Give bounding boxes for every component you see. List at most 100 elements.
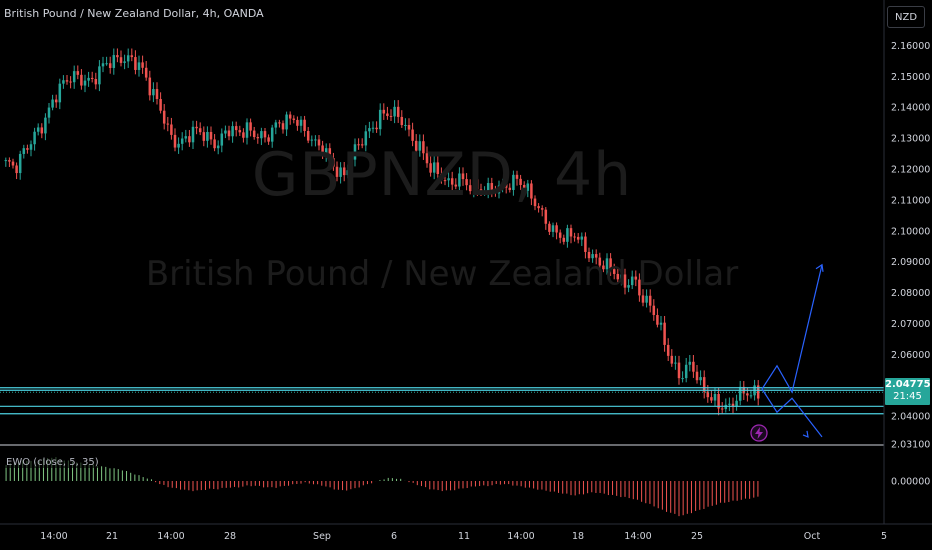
candle-body (267, 137, 270, 142)
candle-body (40, 127, 44, 134)
candle-body (731, 403, 735, 407)
candle-body (278, 122, 281, 124)
candle-body (87, 77, 90, 81)
candle-body (616, 273, 620, 280)
candle-body (310, 139, 314, 141)
candle-body (180, 138, 184, 144)
candle-body (231, 126, 234, 137)
candle-body (645, 295, 648, 303)
ewo-histogram: 0.00000 (5, 457, 930, 517)
candle-body (33, 131, 36, 145)
candle-body (159, 98, 162, 111)
candle-body (213, 139, 216, 149)
candle-body (58, 83, 62, 103)
price-tick-label: 2.10000 (891, 226, 930, 237)
watermark-name: British Pound / New Zealand Dollar (145, 254, 739, 294)
candle-body (141, 62, 144, 68)
candle-body (569, 228, 573, 237)
candle-body (328, 148, 332, 158)
candle-body (191, 126, 195, 143)
candle-body (533, 198, 537, 207)
candle-body (587, 251, 591, 259)
candle-body (202, 132, 206, 141)
candle-body (591, 254, 594, 259)
candle-body (594, 254, 598, 258)
candle-body (468, 185, 472, 192)
candle-body (137, 62, 141, 70)
candle-body (11, 161, 15, 166)
support-zone[interactable] (0, 387, 884, 415)
candle-body (623, 274, 627, 288)
candle-body (630, 276, 634, 286)
candle-body (317, 139, 321, 146)
alert-marker[interactable] (750, 424, 768, 442)
price-tick-label: 2.07000 (891, 319, 930, 330)
candle-body (375, 127, 378, 130)
candle-body (188, 136, 191, 143)
candle-body (209, 131, 213, 140)
candle-body (458, 173, 461, 187)
time-tick-label: 28 (224, 531, 236, 542)
candle-body (378, 109, 382, 130)
candle-body (526, 183, 530, 191)
projection-up-arrowhead (815, 263, 824, 272)
candle-body (306, 130, 310, 141)
candle-body (735, 400, 738, 407)
candle-body (429, 163, 432, 173)
candle-body (303, 119, 306, 131)
bar-countdown: 21:45 (893, 391, 922, 402)
candle-body (44, 117, 47, 134)
candle-body (638, 279, 641, 296)
candle-body (702, 377, 706, 392)
candle-body (332, 157, 335, 167)
candle-body (432, 162, 436, 173)
projection-up-path (761, 264, 823, 394)
candle-body (710, 397, 713, 401)
candle-body (450, 178, 454, 185)
candle-body (162, 110, 166, 124)
time-tick-label: 11 (458, 531, 470, 542)
candle-body (281, 123, 285, 130)
candle-body (18, 153, 22, 174)
time-axis[interactable]: 14:00 21 14:00 28 Sep 6 11 14:00 18 14:00 25 Oct 5 (40, 531, 887, 542)
candle-body (479, 189, 483, 192)
candle-body (69, 81, 72, 83)
candle-body (342, 167, 346, 176)
price-tick-label: 2.04000 (891, 412, 930, 423)
candle-body (548, 223, 551, 232)
candle-body (170, 124, 173, 135)
candle-body (29, 144, 33, 150)
candle-body (148, 77, 152, 96)
indicator-label[interactable]: EWO (close, 5, 35) (4, 457, 101, 468)
candle-body (576, 236, 580, 240)
candle-body (360, 144, 364, 146)
candle-body (476, 179, 479, 190)
candle-body (90, 77, 94, 80)
candle-body (422, 141, 425, 154)
candle-body (234, 126, 238, 131)
projection-lines[interactable] (761, 263, 824, 438)
candle-body (573, 236, 576, 238)
candle-body (461, 173, 465, 180)
candle-body (724, 404, 728, 410)
candle-body (530, 183, 533, 199)
candle-body (371, 127, 375, 129)
price-tick-label: 2.12000 (891, 165, 930, 176)
time-tick-label: 14:00 (507, 531, 534, 542)
currency-button[interactable]: NZD (887, 6, 925, 28)
candle-body (666, 344, 670, 356)
time-tick-label: 14:00 (624, 531, 651, 542)
candle-body (418, 141, 422, 151)
price-tick-label: 2.15000 (891, 72, 930, 83)
candle-body (98, 66, 101, 85)
candle-body (270, 127, 274, 142)
candle-body (648, 295, 652, 306)
candle-body (659, 322, 663, 325)
candle-body (400, 116, 404, 126)
candle-body (634, 276, 638, 280)
candle-body (670, 355, 674, 364)
candle-body (494, 190, 497, 194)
candle-body (407, 125, 411, 130)
candle-body (152, 89, 155, 96)
